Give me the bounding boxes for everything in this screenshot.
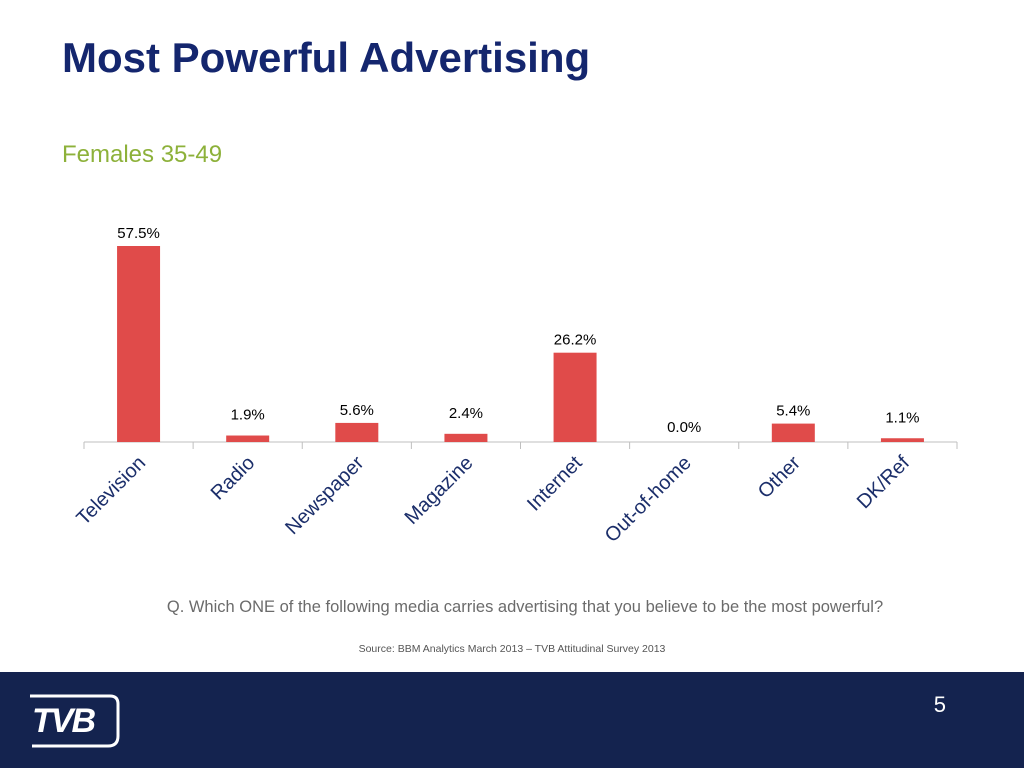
data-label: 1.1% — [885, 409, 919, 426]
category-label: Television — [72, 452, 150, 530]
bar-other — [771, 423, 815, 442]
category-label: Out-of-home — [601, 452, 696, 547]
data-label: 5.4% — [776, 403, 810, 420]
survey-question: Q. Which ONE of the following media carr… — [166, 598, 884, 616]
category-label: Radio — [207, 452, 260, 505]
category-label: DK/Ref — [853, 452, 914, 513]
category-label: Newspaper — [281, 452, 368, 539]
bar-radio — [226, 435, 270, 442]
data-label: 57.5% — [117, 225, 160, 242]
bar-magazine — [444, 433, 488, 442]
bar-chart: 57.5% Television 1.9% Radio 5.6% Newspaper 2.4… — [72, 225, 958, 547]
data-label: 0.0% — [667, 419, 701, 436]
data-label: 2.4% — [449, 405, 483, 422]
bar-dk-ref — [880, 438, 924, 442]
bar-internet — [553, 352, 597, 442]
data-label: 1.9% — [231, 407, 265, 424]
footer-bar: TVB 5 — [0, 672, 1024, 768]
slide-title: Most Powerful Advertising — [62, 34, 591, 81]
bar-television — [117, 246, 161, 442]
category-label: Internet — [523, 452, 587, 516]
slide-subtitle: Females 35-49 — [62, 141, 223, 168]
data-label: 5.6% — [340, 402, 374, 419]
category-label: Magazine — [401, 452, 478, 529]
data-label: 26.2% — [554, 332, 597, 349]
svg-text:TVB: TVB — [32, 702, 95, 740]
source-note: Source: BBM Analytics March 2013 – TVB A… — [358, 643, 666, 655]
tvb-logo: TVB — [30, 694, 120, 748]
bar-newspaper — [335, 422, 379, 442]
category-label: Other — [754, 452, 805, 503]
page-number: 5 — [933, 692, 946, 717]
